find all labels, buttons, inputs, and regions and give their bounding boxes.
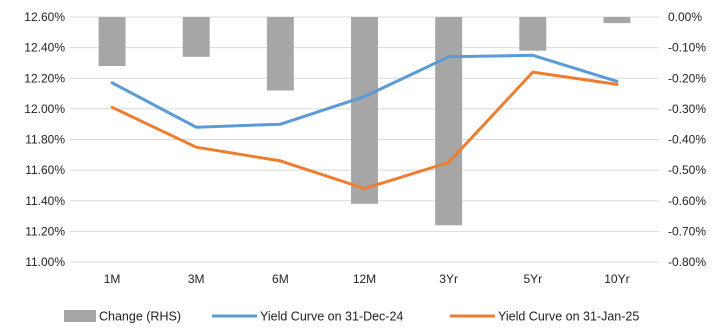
x-tick-label: 3M xyxy=(188,272,205,286)
right-tick-label: -0.60% xyxy=(668,194,706,208)
change-bars xyxy=(98,17,631,226)
bar-3Yr xyxy=(435,17,463,226)
left-tick-label: 11.20% xyxy=(25,224,65,238)
x-tick-label: 12M xyxy=(353,272,376,286)
left-tick-label: 12.40% xyxy=(24,41,65,55)
right-tick-label: -0.50% xyxy=(668,163,706,177)
left-tick-label: 11.60% xyxy=(25,163,65,177)
right-tick-label: -0.40% xyxy=(668,133,706,147)
left-tick-label: 12.00% xyxy=(24,102,65,116)
bar-3M xyxy=(182,17,210,57)
bar-6M xyxy=(266,17,294,91)
legend-swatch-bar xyxy=(64,310,96,322)
bar-12M xyxy=(351,17,378,204)
x-tick-label: 5Yr xyxy=(523,272,542,286)
bar-1M xyxy=(98,17,126,66)
legend-label: Yield Curve on 31-Dec-24 xyxy=(260,310,403,324)
left-tick-label: 11.00% xyxy=(25,255,65,269)
left-tick-label: 12.60% xyxy=(24,10,65,24)
bar-5Yr xyxy=(519,17,547,51)
bar-10Yr xyxy=(603,17,631,24)
x-tick-label: 3Yr xyxy=(439,272,458,286)
legend: Change (RHS) Yield Curve on 31-Dec-24 Yiel… xyxy=(64,310,639,324)
left-tick-label: 12.20% xyxy=(24,71,65,85)
right-tick-label: -0.80% xyxy=(668,255,706,269)
right-axis-ticks: -0.80% -0.70% -0.60% -0.50% -0.40% -0.30% -0.2… xyxy=(668,10,706,269)
x-tick-label: 6M xyxy=(272,272,289,286)
x-tick-label: 10Yr xyxy=(604,272,629,286)
right-tick-label: -0.70% xyxy=(668,224,706,238)
right-tick-label: -0.30% xyxy=(668,102,706,116)
legend-label: Yield Curve on 31-Jan-25 xyxy=(498,310,639,324)
legend-label: Change (RHS) xyxy=(99,310,181,324)
left-axis-ticks: 11.00% 11.20% 11.40% 11.60% 11.80% 12.00% 12.2… xyxy=(24,10,65,269)
x-tick-label: 1M xyxy=(104,272,121,286)
left-tick-label: 11.80% xyxy=(25,133,65,147)
x-axis-ticks: 1M 3M 6M 12M 3Yr 5Yr 10Yr xyxy=(104,272,630,286)
yield-lines xyxy=(110,53,619,190)
left-tick-label: 11.40% xyxy=(25,194,65,208)
line-yield-curve-on-31-dec-24 xyxy=(110,53,619,129)
right-tick-label: -0.20% xyxy=(668,71,706,85)
line-yield-curve-on-31-jan-25 xyxy=(110,70,619,190)
right-tick-label: -0.10% xyxy=(668,41,706,55)
right-tick-label: 0.00% xyxy=(668,10,702,24)
